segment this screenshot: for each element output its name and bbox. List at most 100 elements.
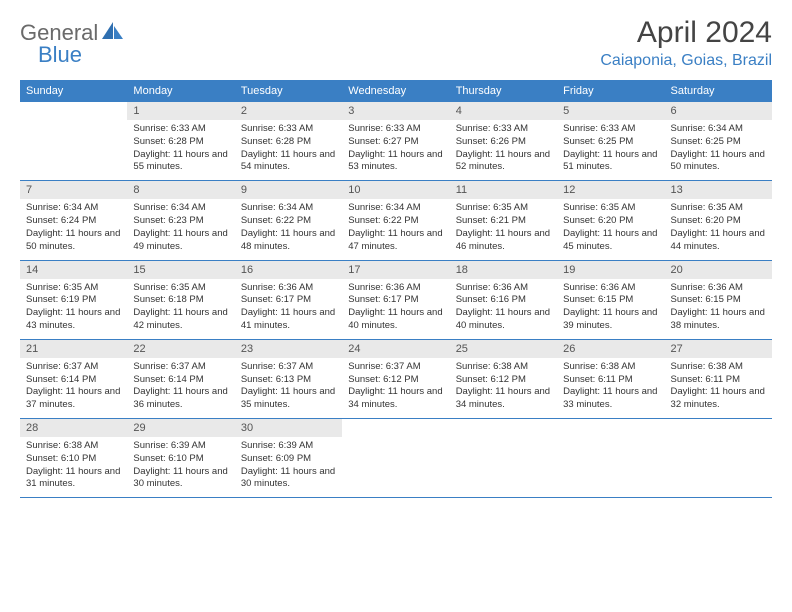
- sunrise-text: Sunrise: 6:36 AM: [456, 282, 551, 295]
- day-data: Sunrise: 6:36 AMSunset: 6:15 PMDaylight:…: [665, 279, 772, 339]
- day-number: 5: [557, 102, 664, 120]
- day-number: 10: [342, 181, 449, 199]
- daylight-text: Daylight: 11 hours and 48 minutes.: [241, 228, 336, 254]
- day-data: Sunrise: 6:33 AMSunset: 6:27 PMDaylight:…: [342, 120, 449, 180]
- sunrise-text: Sunrise: 6:35 AM: [671, 202, 766, 215]
- calendar-body: 1Sunrise: 6:33 AMSunset: 6:28 PMDaylight…: [20, 102, 772, 498]
- sunrise-text: Sunrise: 6:39 AM: [241, 440, 336, 453]
- day-number: 13: [665, 181, 772, 199]
- month-title: April 2024: [600, 16, 772, 50]
- daylight-text: Daylight: 11 hours and 30 minutes.: [241, 466, 336, 492]
- day-number: 16: [235, 261, 342, 279]
- sunrise-text: Sunrise: 6:34 AM: [241, 202, 336, 215]
- calendar-cell: 2Sunrise: 6:33 AMSunset: 6:28 PMDaylight…: [235, 102, 342, 181]
- day-data: Sunrise: 6:35 AMSunset: 6:19 PMDaylight:…: [20, 279, 127, 339]
- daylight-text: Daylight: 11 hours and 49 minutes.: [133, 228, 228, 254]
- sunrise-text: Sunrise: 6:35 AM: [133, 282, 228, 295]
- sunrise-text: Sunrise: 6:38 AM: [563, 361, 658, 374]
- sunrise-text: Sunrise: 6:38 AM: [456, 361, 551, 374]
- day-number: 30: [235, 419, 342, 437]
- day-number: 23: [235, 340, 342, 358]
- sunset-text: Sunset: 6:13 PM: [241, 374, 336, 387]
- day-number: 4: [450, 102, 557, 120]
- sunset-text: Sunset: 6:14 PM: [133, 374, 228, 387]
- day-data: Sunrise: 6:35 AMSunset: 6:20 PMDaylight:…: [557, 199, 664, 259]
- day-data: Sunrise: 6:35 AMSunset: 6:18 PMDaylight:…: [127, 279, 234, 339]
- day-data: Sunrise: 6:34 AMSunset: 6:23 PMDaylight:…: [127, 199, 234, 259]
- calendar-cell: [450, 419, 557, 498]
- sunrise-text: Sunrise: 6:36 AM: [348, 282, 443, 295]
- calendar-cell: [557, 419, 664, 498]
- daylight-text: Daylight: 11 hours and 46 minutes.: [456, 228, 551, 254]
- calendar-cell: 27Sunrise: 6:38 AMSunset: 6:11 PMDayligh…: [665, 339, 772, 418]
- daylight-text: Daylight: 11 hours and 51 minutes.: [563, 149, 658, 175]
- day-number: 21: [20, 340, 127, 358]
- calendar-cell: 13Sunrise: 6:35 AMSunset: 6:20 PMDayligh…: [665, 181, 772, 260]
- weekday-sunday: Sunday: [20, 80, 127, 102]
- calendar-cell: 5Sunrise: 6:33 AMSunset: 6:25 PMDaylight…: [557, 102, 664, 181]
- day-data: Sunrise: 6:38 AMSunset: 6:10 PMDaylight:…: [20, 437, 127, 497]
- day-number: 3: [342, 102, 449, 120]
- day-data: Sunrise: 6:39 AMSunset: 6:10 PMDaylight:…: [127, 437, 234, 497]
- calendar-cell: 14Sunrise: 6:35 AMSunset: 6:19 PMDayligh…: [20, 260, 127, 339]
- calendar-cell: [342, 419, 449, 498]
- sunset-text: Sunset: 6:23 PM: [133, 215, 228, 228]
- day-number: 17: [342, 261, 449, 279]
- daylight-text: Daylight: 11 hours and 55 minutes.: [133, 149, 228, 175]
- sunset-text: Sunset: 6:26 PM: [456, 136, 551, 149]
- day-data: Sunrise: 6:33 AMSunset: 6:28 PMDaylight:…: [235, 120, 342, 180]
- sunrise-text: Sunrise: 6:38 AM: [26, 440, 121, 453]
- sunset-text: Sunset: 6:25 PM: [563, 136, 658, 149]
- calendar-cell: 20Sunrise: 6:36 AMSunset: 6:15 PMDayligh…: [665, 260, 772, 339]
- sunset-text: Sunset: 6:12 PM: [456, 374, 551, 387]
- day-data: Sunrise: 6:36 AMSunset: 6:17 PMDaylight:…: [342, 279, 449, 339]
- day-data: Sunrise: 6:35 AMSunset: 6:20 PMDaylight:…: [665, 199, 772, 259]
- sunset-text: Sunset: 6:15 PM: [671, 294, 766, 307]
- sunrise-text: Sunrise: 6:37 AM: [133, 361, 228, 374]
- calendar-cell: 15Sunrise: 6:35 AMSunset: 6:18 PMDayligh…: [127, 260, 234, 339]
- header: General April 2024 Caiaponia, Goias, Bra…: [20, 16, 772, 70]
- sunrise-text: Sunrise: 6:38 AM: [671, 361, 766, 374]
- day-number: 1: [127, 102, 234, 120]
- daylight-text: Daylight: 11 hours and 34 minutes.: [348, 386, 443, 412]
- sunset-text: Sunset: 6:10 PM: [133, 453, 228, 466]
- day-data: [557, 425, 664, 479]
- daylight-text: Daylight: 11 hours and 32 minutes.: [671, 386, 766, 412]
- day-number: 27: [665, 340, 772, 358]
- day-data: Sunrise: 6:38 AMSunset: 6:12 PMDaylight:…: [450, 358, 557, 418]
- day-data: Sunrise: 6:33 AMSunset: 6:25 PMDaylight:…: [557, 120, 664, 180]
- calendar-table: Sunday Monday Tuesday Wednesday Thursday…: [20, 80, 772, 498]
- day-data: [342, 425, 449, 479]
- sunrise-text: Sunrise: 6:33 AM: [563, 123, 658, 136]
- sunrise-text: Sunrise: 6:36 AM: [241, 282, 336, 295]
- daylight-text: Daylight: 11 hours and 30 minutes.: [133, 466, 228, 492]
- day-number: 29: [127, 419, 234, 437]
- day-number: 7: [20, 181, 127, 199]
- sunrise-text: Sunrise: 6:33 AM: [348, 123, 443, 136]
- day-number: 25: [450, 340, 557, 358]
- day-data: [20, 108, 127, 162]
- day-data: Sunrise: 6:39 AMSunset: 6:09 PMDaylight:…: [235, 437, 342, 497]
- calendar-cell: 19Sunrise: 6:36 AMSunset: 6:15 PMDayligh…: [557, 260, 664, 339]
- day-data: Sunrise: 6:33 AMSunset: 6:28 PMDaylight:…: [127, 120, 234, 180]
- day-data: Sunrise: 6:34 AMSunset: 6:24 PMDaylight:…: [20, 199, 127, 259]
- sunset-text: Sunset: 6:16 PM: [456, 294, 551, 307]
- calendar-week: 7Sunrise: 6:34 AMSunset: 6:24 PMDaylight…: [20, 181, 772, 260]
- daylight-text: Daylight: 11 hours and 39 minutes.: [563, 307, 658, 333]
- sunset-text: Sunset: 6:20 PM: [563, 215, 658, 228]
- sunset-text: Sunset: 6:27 PM: [348, 136, 443, 149]
- daylight-text: Daylight: 11 hours and 52 minutes.: [456, 149, 551, 175]
- daylight-text: Daylight: 11 hours and 44 minutes.: [671, 228, 766, 254]
- calendar-cell: [665, 419, 772, 498]
- day-number: 22: [127, 340, 234, 358]
- sunrise-text: Sunrise: 6:37 AM: [348, 361, 443, 374]
- calendar-cell: [20, 102, 127, 181]
- sunset-text: Sunset: 6:22 PM: [348, 215, 443, 228]
- day-data: Sunrise: 6:34 AMSunset: 6:22 PMDaylight:…: [235, 199, 342, 259]
- day-number: 24: [342, 340, 449, 358]
- day-data: Sunrise: 6:38 AMSunset: 6:11 PMDaylight:…: [665, 358, 772, 418]
- calendar-cell: 24Sunrise: 6:37 AMSunset: 6:12 PMDayligh…: [342, 339, 449, 418]
- calendar-cell: 17Sunrise: 6:36 AMSunset: 6:17 PMDayligh…: [342, 260, 449, 339]
- day-number: 12: [557, 181, 664, 199]
- sunset-text: Sunset: 6:14 PM: [26, 374, 121, 387]
